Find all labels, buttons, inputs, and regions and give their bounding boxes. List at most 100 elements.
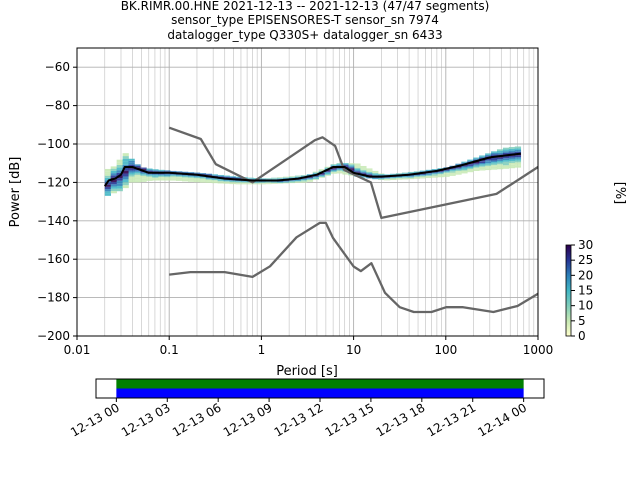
psd-density-cell xyxy=(455,171,462,173)
psd-density-cell xyxy=(514,146,522,149)
psd-density-cell xyxy=(479,162,486,165)
psd-density-cell xyxy=(378,173,385,174)
psd-density-cell xyxy=(182,176,189,178)
y-tick-label: −80 xyxy=(45,99,70,113)
psd-density-cell xyxy=(312,175,319,177)
psd-density-cell xyxy=(235,177,242,179)
psd-density-cell xyxy=(193,180,201,182)
psd-density-cell xyxy=(467,159,474,161)
psd-density-cell xyxy=(140,173,147,175)
psd-density-cell xyxy=(461,172,468,174)
psd-density-cell xyxy=(104,173,111,176)
psd-density-cell xyxy=(170,174,177,175)
psd-density-cell xyxy=(437,173,444,175)
psd-density-cell xyxy=(140,177,147,179)
psd-density-cell xyxy=(467,160,474,162)
psd-density-cell xyxy=(514,158,522,161)
psd-density-cell xyxy=(152,170,159,172)
psd-density-cell xyxy=(413,175,421,176)
psd-density-cell xyxy=(116,162,123,165)
psd-density-cell xyxy=(283,176,290,178)
psd-density-cell xyxy=(104,189,111,192)
psd-density-cell xyxy=(134,174,141,177)
psd-density-cell xyxy=(128,164,135,167)
psd-density-cell xyxy=(158,169,165,171)
psd-density-cell xyxy=(116,170,123,173)
psd-density-cell xyxy=(449,168,456,170)
psd-density-cell xyxy=(479,161,486,163)
psd-density-cell xyxy=(502,158,510,161)
psd-density-cell xyxy=(378,175,385,176)
psd-density-cell xyxy=(146,173,153,175)
psd-density-cell xyxy=(473,162,480,164)
psd-density-cell xyxy=(491,152,498,155)
psd-density-cell xyxy=(485,163,492,165)
psd-density-cell xyxy=(300,181,308,182)
psd-density-cell xyxy=(455,172,462,174)
psd-density-cell xyxy=(496,167,504,170)
psd-density-cell xyxy=(508,152,516,155)
psd-density-cell xyxy=(312,177,319,179)
psd-density-cell xyxy=(330,168,337,169)
psd-density-cell xyxy=(336,168,343,170)
psd-density-cell xyxy=(407,175,415,177)
psd-density-cell xyxy=(271,181,278,182)
psd-density-cell xyxy=(461,170,468,172)
psd-density-cell xyxy=(360,171,367,173)
psd-density-cell xyxy=(241,180,248,182)
y-axis-ticks: −60 −80 −100 −120 −140 −160 −180 −200 xyxy=(37,60,77,343)
psd-density-cell xyxy=(491,166,498,169)
psd-density-cell xyxy=(140,179,147,181)
psd-density-cell xyxy=(461,161,468,163)
psd-density-cell xyxy=(431,174,438,176)
psd-density-cell xyxy=(193,178,201,179)
psd-density-cell xyxy=(425,174,432,176)
psd-density-cell xyxy=(158,175,165,177)
psd-density-cell xyxy=(176,175,183,177)
psd-density-cell xyxy=(288,176,296,177)
psd-density-cell xyxy=(300,179,308,181)
psd-density-cell xyxy=(354,167,361,170)
psd-density-cell xyxy=(491,168,498,170)
psd-density-cell xyxy=(176,174,183,176)
psd-density-cell xyxy=(146,177,153,179)
psd-density-cell xyxy=(199,180,207,181)
psd-density-cell xyxy=(324,171,331,172)
psd-density-cell xyxy=(372,172,379,173)
x-tick-label: 10 xyxy=(346,343,361,357)
psd-density-cell xyxy=(104,184,111,187)
psd-density-cell xyxy=(312,178,319,180)
psd-density-cell xyxy=(413,176,421,178)
psd-density-cell xyxy=(300,178,308,180)
colorbar-label: [%] xyxy=(612,182,627,205)
psd-density-cell xyxy=(217,180,224,182)
psd-density-cell xyxy=(372,174,379,176)
psd-density-cell xyxy=(324,174,331,176)
psd-density-cell xyxy=(211,182,218,184)
psd-density-cell xyxy=(324,173,331,175)
psd-density-cell xyxy=(300,181,308,183)
psd-density-cell xyxy=(479,164,486,166)
psd-density-cell xyxy=(241,181,248,182)
psd-density-cell xyxy=(437,168,444,169)
psd-density-cell xyxy=(508,148,516,151)
psd-density-cell xyxy=(366,172,373,174)
x-tick-label: 0.1 xyxy=(160,343,179,357)
psd-density-cell xyxy=(330,165,337,166)
psd-density-cell xyxy=(128,170,135,173)
psd-density-cell xyxy=(348,165,355,167)
psd-density-cell xyxy=(182,177,189,179)
psd-density-cell xyxy=(324,172,331,174)
psd-density-cell xyxy=(461,167,468,169)
psd-density-cell xyxy=(508,155,516,158)
psd-density-cell xyxy=(318,177,325,178)
psd-density-cell xyxy=(455,170,462,172)
psd-density-cell xyxy=(336,172,343,174)
psd-density-cell xyxy=(217,179,224,180)
psd-density-cell xyxy=(134,179,141,181)
psd-density-cell xyxy=(271,182,278,184)
psd-density-cell xyxy=(122,170,129,174)
psd-density-cell xyxy=(485,167,492,169)
